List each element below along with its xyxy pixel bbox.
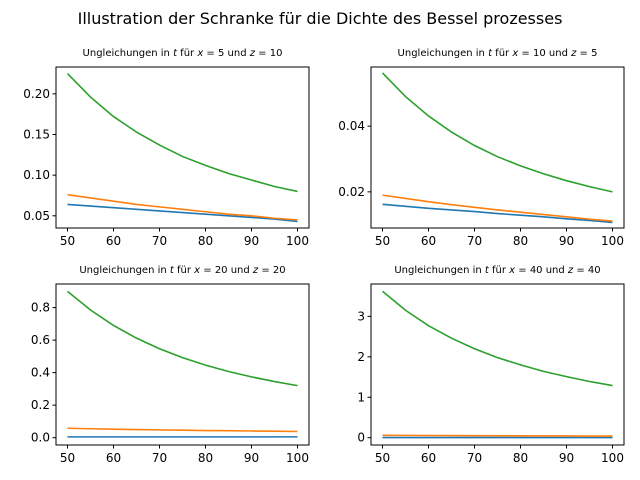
subplot-title-part: = 5 xyxy=(576,48,597,59)
subplot-title-part: t xyxy=(488,48,493,59)
x-tick-label: 80 xyxy=(513,451,528,465)
x-tick-label: 70 xyxy=(467,451,482,465)
x-tick-label: 100 xyxy=(286,451,309,465)
subplot-title-part: x xyxy=(193,265,200,276)
x-tick-label: 70 xyxy=(152,451,167,465)
subplot-title: Ungleichungen in t für x = 40 und z = 40 xyxy=(394,265,600,276)
subplot-title-part: Ungleichungen in xyxy=(79,265,170,276)
x-tick-label: 100 xyxy=(601,451,624,465)
subplot-title-part: für xyxy=(177,48,197,59)
subplot-title-part: für xyxy=(489,265,509,276)
y-tick-label: 1 xyxy=(357,390,365,404)
x-tick-label: 90 xyxy=(559,234,574,248)
subplot-title: Ungleichungen in t für x = 20 und z = 20 xyxy=(79,265,285,276)
subplot-title-part: t xyxy=(170,265,175,276)
subplot-title-part: für xyxy=(174,265,194,276)
x-tick-label: 60 xyxy=(106,451,121,465)
series-line-2 xyxy=(67,427,298,433)
y-tick-label: 0.4 xyxy=(31,366,50,380)
subplot-title-part: = 20 und xyxy=(200,265,253,276)
y-tick-label: 0.05 xyxy=(23,209,50,223)
y-tick-label: 3 xyxy=(357,309,365,323)
series-line-3 xyxy=(381,290,613,387)
subplot-title-part: z xyxy=(570,48,577,59)
subplot-title-part: = 40 und xyxy=(515,265,568,276)
subplot-title-part: x xyxy=(508,265,515,276)
subplot-title-part: x xyxy=(196,48,203,59)
y-tick-label: 0.15 xyxy=(23,127,50,141)
y-tick-label: 2 xyxy=(357,350,365,364)
subplot-title-part: = 10 und xyxy=(518,48,571,59)
subplot-title-part: t xyxy=(485,265,490,276)
subplot-title-part: Ungleichungen in xyxy=(83,48,174,59)
subplot-title: Ungleichungen in t für x = 10 und z = 5 xyxy=(398,48,598,59)
y-tick-label: 0.8 xyxy=(31,301,50,315)
y-tick-label: 0.04 xyxy=(338,119,365,133)
subplot-3: Ungleichungen in t für x = 20 und z = 20… xyxy=(31,265,310,465)
subplot-1: Ungleichungen in t für x = 5 und z = 10 5… xyxy=(23,48,310,248)
series-line-3 xyxy=(66,290,298,387)
subplot-title-part: = 10 xyxy=(255,48,282,59)
subplot-2: Ungleichungen in t für x = 10 und z = 5 5… xyxy=(338,48,625,248)
axes-frame xyxy=(370,66,625,229)
y-tick-label: 0.6 xyxy=(31,333,50,347)
y-tick-label: 0.2 xyxy=(31,398,50,412)
x-tick-label: 50 xyxy=(60,234,75,248)
subplot-title-part: z xyxy=(567,265,574,276)
series-line-3 xyxy=(66,72,298,193)
axes-frame xyxy=(370,283,625,446)
subplot-title-part: = 5 und xyxy=(203,48,249,59)
x-tick-label: 60 xyxy=(106,234,121,248)
subplot-title-part: = 40 xyxy=(573,265,600,276)
x-tick-label: 70 xyxy=(152,234,167,248)
x-tick-label: 100 xyxy=(286,234,309,248)
x-tick-label: 60 xyxy=(421,451,436,465)
y-tick-label: 0.20 xyxy=(23,87,50,101)
axes-frame xyxy=(55,283,310,446)
x-tick-label: 50 xyxy=(60,451,75,465)
x-tick-label: 90 xyxy=(244,451,259,465)
axes-frame xyxy=(55,66,310,229)
x-tick-label: 90 xyxy=(559,451,574,465)
x-tick-label: 80 xyxy=(198,451,213,465)
x-tick-label: 80 xyxy=(513,234,528,248)
subplot-title-part: = 20 xyxy=(258,265,285,276)
y-tick-label: 0.0 xyxy=(31,431,50,445)
y-tick-label: 0 xyxy=(357,431,365,445)
figure-title: Illustration der Schranke für die Dichte… xyxy=(78,9,563,28)
series-line-2 xyxy=(67,193,298,221)
subplot-title-part: Ungleichungen in xyxy=(398,48,489,59)
x-tick-label: 50 xyxy=(375,234,390,248)
subplot-title-part: x xyxy=(511,48,518,59)
x-tick-label: 90 xyxy=(244,234,259,248)
series-line-1 xyxy=(382,203,613,224)
series-line-3 xyxy=(381,72,613,193)
x-tick-label: 100 xyxy=(601,234,624,248)
x-tick-label: 50 xyxy=(375,451,390,465)
subplot-4: Ungleichungen in t für x = 40 und z = 40… xyxy=(357,265,625,465)
subplot-title-part: z xyxy=(249,48,256,59)
subplot-title-part: t xyxy=(173,48,178,59)
series-line-1 xyxy=(67,203,298,223)
subplot-title-part: z xyxy=(252,265,259,276)
subplot-title: Ungleichungen in t für x = 5 und z = 10 xyxy=(83,48,283,59)
x-tick-label: 60 xyxy=(421,234,436,248)
x-tick-label: 70 xyxy=(467,234,482,248)
series-line-2 xyxy=(382,194,613,222)
subplot-title-part: Ungleichungen in xyxy=(394,265,485,276)
x-tick-label: 80 xyxy=(198,234,213,248)
subplot-title-part: für xyxy=(492,48,512,59)
y-tick-label: 0.02 xyxy=(338,185,365,199)
y-tick-label: 0.10 xyxy=(23,168,50,182)
series-line-2 xyxy=(382,434,613,437)
